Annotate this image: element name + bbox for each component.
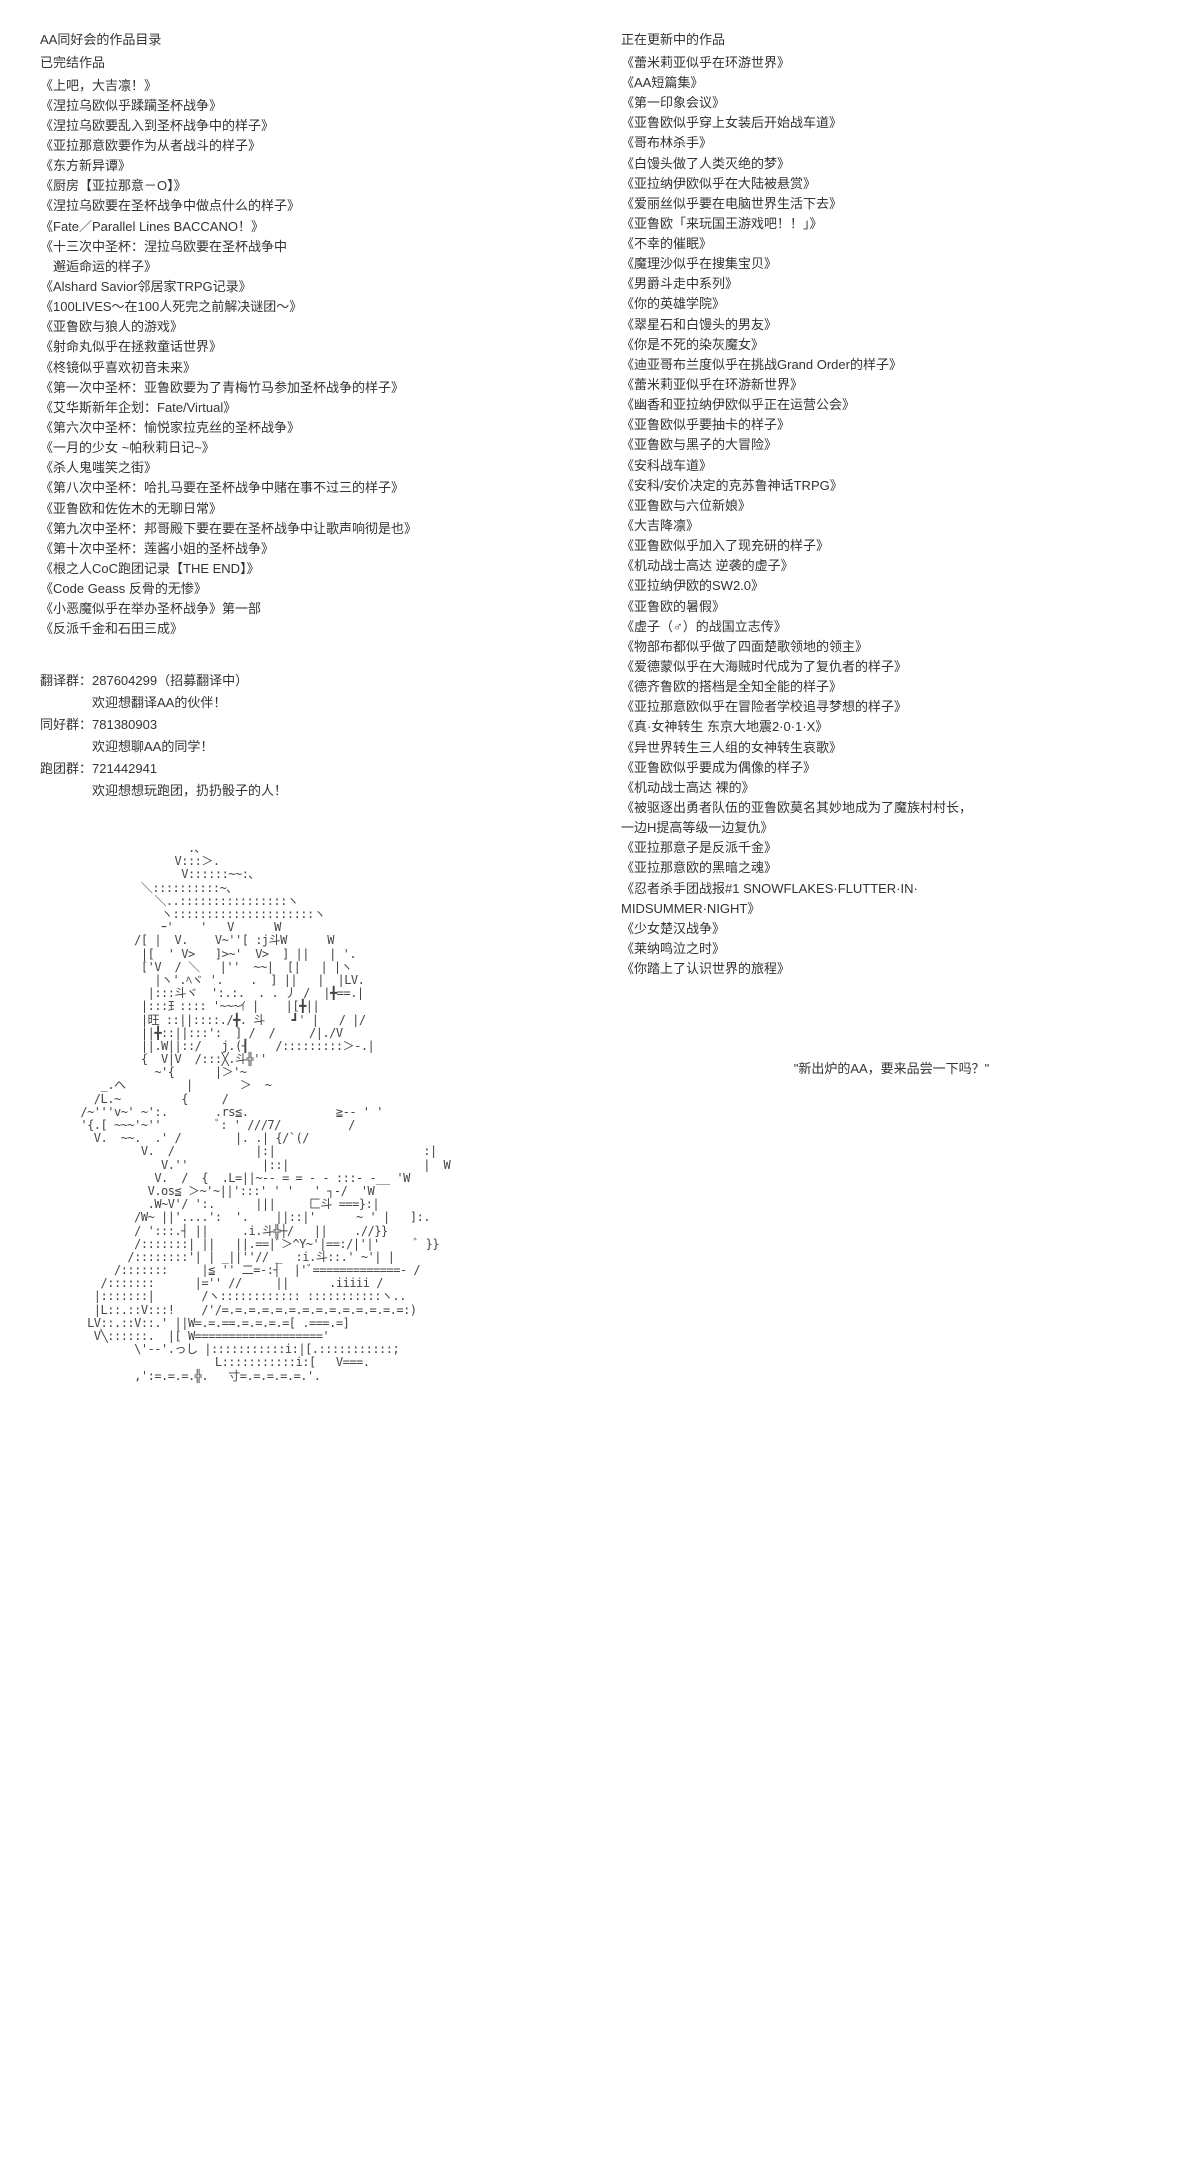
work-item: 《杀人鬼嗤笑之街》 (40, 458, 581, 478)
completed-title: 已完结作品 (40, 53, 581, 74)
work-item: 《虚子（♂）的战国立志传》 (621, 617, 1162, 637)
work-item: 《Code Geass 反骨的无惨》 (40, 579, 581, 599)
work-item: 《机动战士高达 逆袭的虚子》 (621, 556, 1162, 576)
group-line: 同好群：781380903 (40, 714, 581, 736)
work-item: 《第八次中圣杯：哈扎马要在圣杯战争中赌在事不过三的样子》 (40, 478, 581, 498)
work-item: 《白馒头做了人类灭绝的梦》 (621, 154, 1162, 174)
work-item: 《异世界转生三人组的女神转生哀歌》 (621, 738, 1162, 758)
work-item: 《亚鲁欧似乎加入了现充研的样子》 (621, 536, 1162, 556)
work-item: 《Alshard Savior邻居家TRPG记录》 (40, 277, 581, 297)
work-item: 《100LIVES～在100人死完之前解决谜团～》 (40, 297, 581, 317)
work-item: 《魔理沙似乎在搜集宝贝》 (621, 254, 1162, 274)
work-item: 《亚鲁欧与六位新娘》 (621, 496, 1162, 516)
ascii-art: .､ V:::＞. V::::::~~:､ ＼::::::::::~､ ＼..:… (40, 842, 581, 1383)
work-item: 《机动战士高达 裸的》 (621, 778, 1162, 798)
updating-works-list: 《蕾米莉亚似乎在环游世界》《AA短篇集》《第一印象会议》《亚鲁欧似乎穿上女装后开… (621, 53, 1162, 979)
work-item: 《上吧，大吉凛！》 (40, 76, 581, 96)
work-item: 《你的英雄学院》 (621, 294, 1162, 314)
work-item: 《亚鲁欧的暑假》 (621, 597, 1162, 617)
work-item: 《反派千金和石田三成》 (40, 619, 581, 639)
work-item: 《亚拉纳伊欧的SW2.0》 (621, 576, 1162, 596)
work-item: 《小恶魔似乎在举办圣杯战争》第一部 (40, 599, 581, 619)
work-item: 《东方新异谭》 (40, 156, 581, 176)
work-item: 《亚拉那意欧要作为从者战斗的样子》 (40, 136, 581, 156)
work-item: 《物部布都似乎做了四面楚歌领地的领主》 (621, 637, 1162, 657)
work-item: 《你踏上了认识世界的旅程》 (621, 959, 1162, 979)
work-item: 《第九次中圣杯：邦哥殿下要在要在圣杯战争中让歌声响彻是也》 (40, 519, 581, 539)
work-item: 《一月的少女 ~帕秋莉日记~》 (40, 438, 581, 458)
work-item: 《亚鲁欧「来玩国王游戏吧！！」》 (621, 214, 1162, 234)
work-item: 《被驱逐出勇者队伍的亚鲁欧莫名其妙地成为了魔族村村长， 一边H提高等级一边复仇》 (621, 798, 1162, 838)
group-welcome: 欢迎想翻译AA的伙伴！ (40, 692, 581, 714)
work-item: 《亚鲁欧似乎穿上女装后开始战车道》 (621, 113, 1162, 133)
work-item: 《亚鲁欧似乎要抽卡的样子》 (621, 415, 1162, 435)
updating-title: 正在更新中的作品 (621, 30, 1162, 51)
work-item: 《亚鲁欧和佐佐木的无聊日常》 (40, 499, 581, 519)
work-item: 《男爵斗走中系列》 (621, 274, 1162, 294)
group-line: 翻译群：287604299（招募翻译中） (40, 670, 581, 692)
work-item: 《哥布林杀手》 (621, 133, 1162, 153)
work-item: 《厨房【亚拉那意－O】》 (40, 176, 581, 196)
work-item: 《亚鲁欧与黑子的大冒险》 (621, 435, 1162, 455)
work-item: 《蕾米莉亚似乎在环游新世界》 (621, 375, 1162, 395)
completed-works-list: 《上吧，大吉凛！》《涅拉乌欧似乎蹂躏圣杯战争》《涅拉乌欧要乱入到圣杯战争中的样子… (40, 76, 581, 640)
work-item: 《你是不死的染灰魔女》 (621, 335, 1162, 355)
work-item: 《大吉降凛》 (621, 516, 1162, 536)
work-item: 《亚鲁欧似乎要成为偶像的样子》 (621, 758, 1162, 778)
work-item: 《亚拉纳伊欧似乎在大陆被悬赏》 (621, 174, 1162, 194)
quote-text: "新出炉的AA，要来品尝一下吗？" (621, 1059, 1162, 1080)
work-item: 《艾华斯新年企划：Fate/Virtual》 (40, 398, 581, 418)
work-item: 《第一次中圣杯：亚鲁欧要为了青梅竹马参加圣杯战争的样子》 (40, 378, 581, 398)
work-item: 《不幸的催眠》 (621, 234, 1162, 254)
work-item: 《涅拉乌欧要乱入到圣杯战争中的样子》 (40, 116, 581, 136)
work-item: 《爱德蒙似乎在大海贼时代成为了复仇者的样子》 (621, 657, 1162, 677)
work-item: 《亚鲁欧与狼人的游戏》 (40, 317, 581, 337)
work-item: 《根之人CoC跑团记录【THE END】》 (40, 559, 581, 579)
work-item: 《莱纳鸣泣之时》 (621, 939, 1162, 959)
work-item: 《亚拉那意欧似乎在冒险者学校追寻梦想的样子》 (621, 697, 1162, 717)
work-item: 《幽香和亚拉纳伊欧似乎正在运营公会》 (621, 395, 1162, 415)
work-item: 《十三次中圣杯：涅拉乌欧要在圣杯战争中 邂逅命运的样子》 (40, 237, 581, 277)
work-item: 《少女楚汉战争》 (621, 919, 1162, 939)
work-item: 《射命丸似乎在拯救童话世界》 (40, 337, 581, 357)
work-item: 《亚拉那意欧的黑暗之魂》 (621, 858, 1162, 878)
work-item: 《安科战车道》 (621, 456, 1162, 476)
group-line: 跑团群：721442941 (40, 758, 581, 780)
group-info: 翻译群：287604299（招募翻译中） 欢迎想翻译AA的伙伴！同好群：7813… (40, 670, 581, 803)
work-item: 《第一印象会议》 (621, 93, 1162, 113)
group-welcome: 欢迎想聊AA的同学！ (40, 736, 581, 758)
work-item: 《迪亚哥布兰度似乎在挑战Grand Order的样子》 (621, 355, 1162, 375)
work-item: 《忍者杀手团战报#1 SNOWFLAKES·FLUTTER·IN· MIDSUM… (621, 879, 1162, 919)
work-item: 《涅拉乌欧似乎蹂躏圣杯战争》 (40, 96, 581, 116)
work-item: 《第十次中圣杯：莲酱小姐的圣杯战争》 (40, 539, 581, 559)
work-item: 《柊镜似乎喜欢初音未来》 (40, 358, 581, 378)
work-item: 《翠星石和白馒头的男友》 (621, 315, 1162, 335)
work-item: 《亚拉那意子是反派千金》 (621, 838, 1162, 858)
work-item: 《第六次中圣杯：愉悦家拉克丝的圣杯战争》 (40, 418, 581, 438)
work-item: 《Fate／Parallel Lines BACCANO！》 (40, 217, 581, 237)
work-item: 《AA短篇集》 (621, 73, 1162, 93)
group-welcome: 欢迎想想玩跑团，扔扔骰子的人！ (40, 780, 581, 802)
work-item: 《涅拉乌欧要在圣杯战争中做点什么的样子》 (40, 196, 581, 216)
work-item: 《蕾米莉亚似乎在环游世界》 (621, 53, 1162, 73)
work-item: 《爱丽丝似乎要在电脑世界生活下去》 (621, 194, 1162, 214)
work-item: 《真·女神转生 东京大地震2·0·1·X》 (621, 717, 1162, 737)
work-item: 《安科/安价决定的克苏鲁神话TRPG》 (621, 476, 1162, 496)
work-item: 《德齐鲁欧的搭档是全知全能的样子》 (621, 677, 1162, 697)
catalog-title: AA同好会的作品目录 (40, 30, 581, 51)
